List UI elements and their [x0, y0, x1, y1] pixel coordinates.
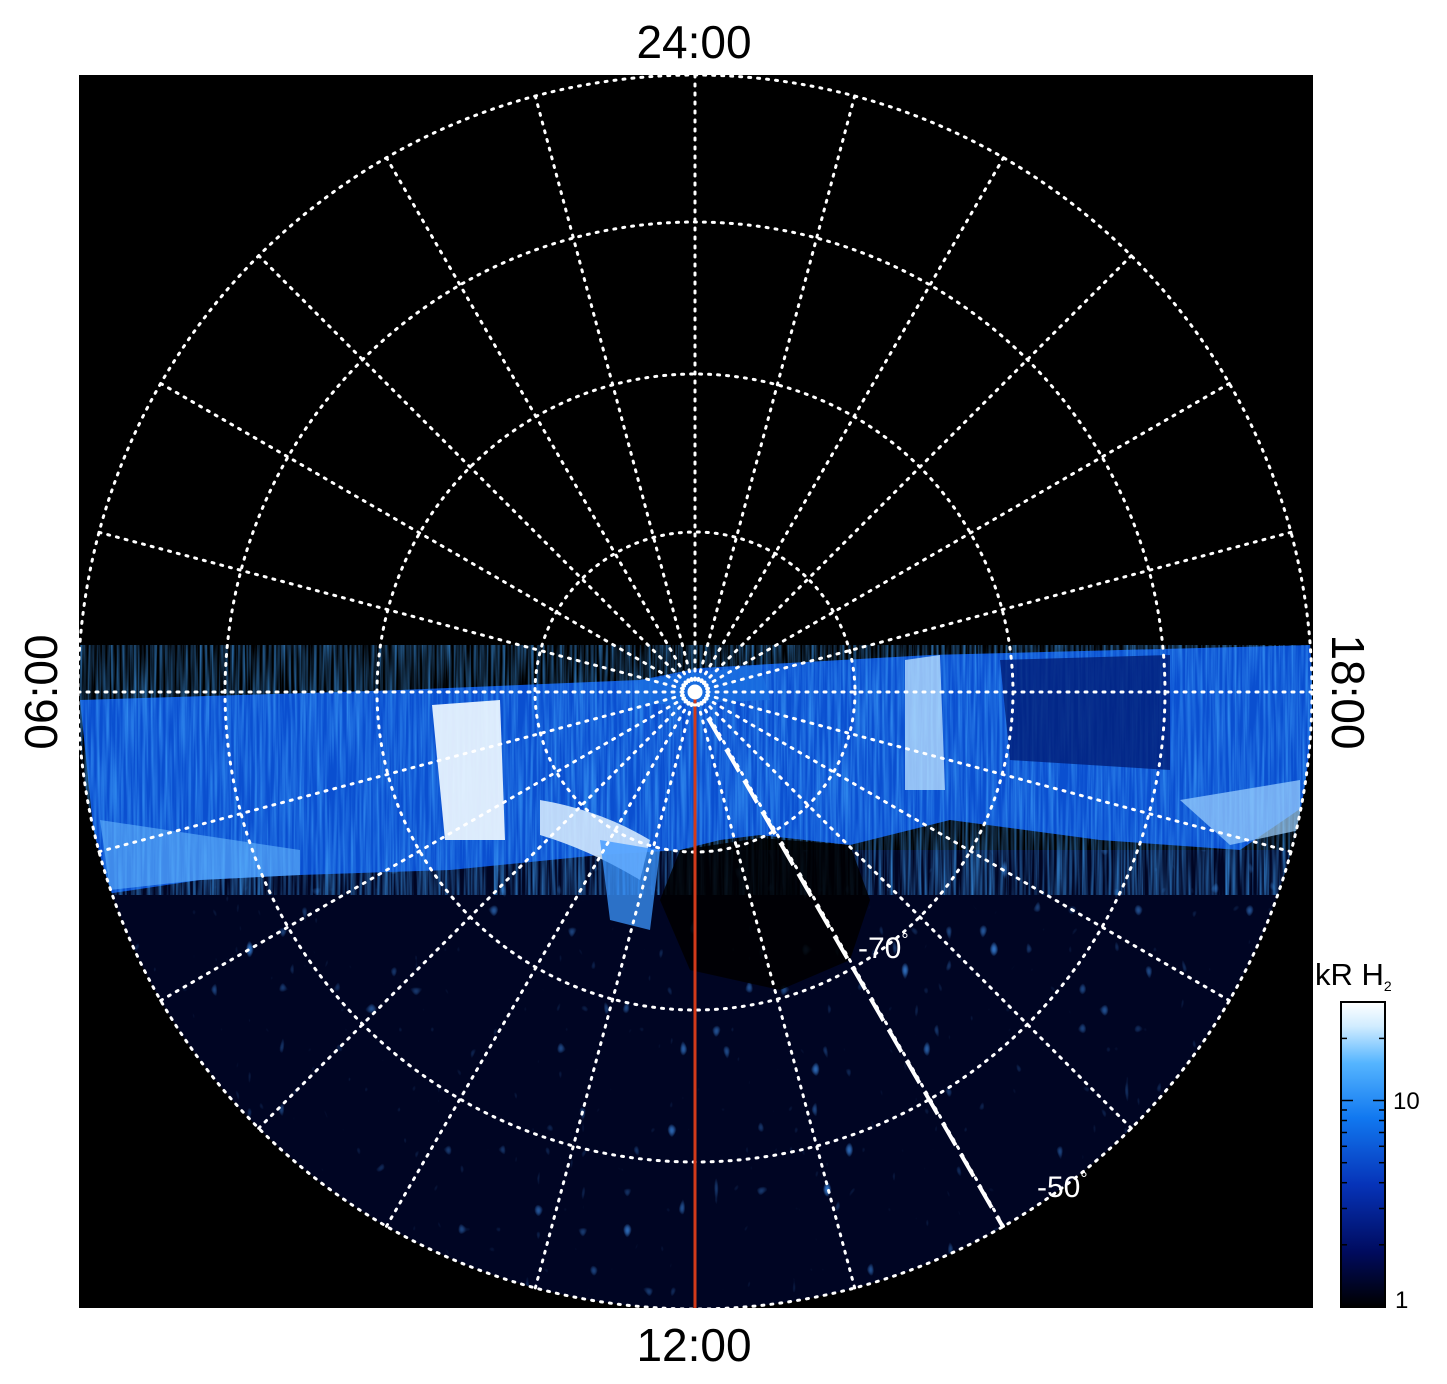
dusk-bright-streak-1 [905, 655, 945, 790]
meridian-line [703, 696, 1231, 1002]
meridian-line [696, 702, 857, 1290]
meridian-line [257, 254, 688, 685]
colorbar-title: kR H2 [1315, 957, 1392, 994]
meridian-line [385, 700, 691, 1228]
meridian-line [97, 693, 685, 854]
colorbar-ticks [1341, 1001, 1385, 1246]
local-time-label-bottom: 12:00 [636, 1319, 751, 1371]
pole-marker [680, 677, 710, 707]
graticule [79, 75, 1313, 1308]
latitude-label-50: -50° [1037, 1169, 1088, 1204]
local-time-label-left: 06:00 [15, 634, 67, 749]
meridian-line [699, 156, 1005, 684]
dawn-arc-extension [600, 840, 660, 930]
local-time-label-right: 18:00 [1322, 634, 1374, 749]
meridian-line [702, 699, 1133, 1130]
meridian-line [159, 696, 687, 1002]
dusk-bright-edge [1180, 780, 1300, 845]
meridian-line [257, 699, 688, 1130]
meridian-line [533, 94, 694, 682]
meridian-line [696, 94, 857, 682]
dawn-bright-spot [432, 700, 505, 840]
meridian-line [97, 530, 685, 691]
meridian-line [159, 382, 687, 688]
meridian-lines [79, 75, 1313, 1308]
meridian-line [705, 693, 1293, 854]
local-time-label-top: 24:00 [636, 16, 751, 68]
meridian-line [533, 702, 694, 1290]
latitude-label-70: -70° [858, 930, 909, 965]
meridian-line [703, 382, 1231, 688]
meridian-line [385, 156, 691, 684]
no-data-region [660, 838, 870, 990]
dashed-longitude-line [706, 716, 1005, 1229]
colorbar: kR H2 10 1 [1315, 957, 1420, 1314]
meridian-line [705, 530, 1293, 691]
colorbar-gradient [1340, 1001, 1386, 1308]
colorbar-tick-label-10: 10 [1393, 1088, 1420, 1115]
colorbar-tick-label-1: 1 [1395, 1287, 1408, 1314]
dusk-dim-region [1000, 655, 1170, 770]
meridian-line [702, 254, 1133, 685]
